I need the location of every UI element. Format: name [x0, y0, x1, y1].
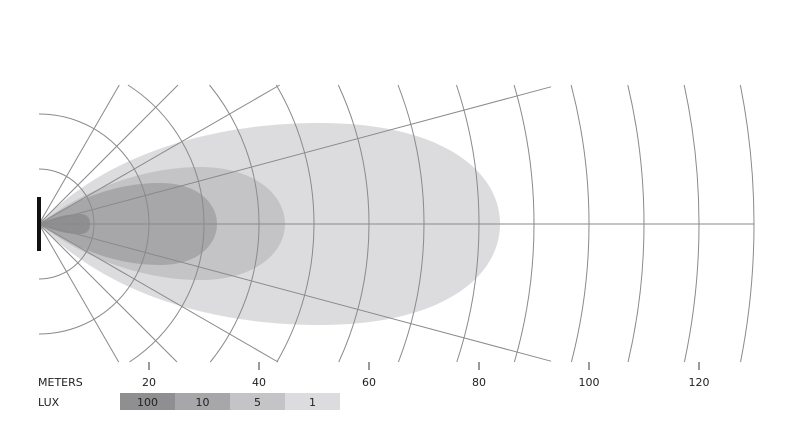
- angle-line: [38, 86, 552, 225]
- light-source-icon: [37, 197, 41, 251]
- angle-line: [38, 223, 279, 363]
- distance-arc: [337, 84, 370, 363]
- distance-arc: [455, 84, 480, 363]
- distance-arc: [209, 84, 260, 363]
- tick-label: 100: [579, 376, 600, 389]
- tick-label: 60: [362, 376, 376, 389]
- distance-arc: [127, 84, 205, 363]
- legend-swatch: [230, 393, 285, 410]
- legend-item-label: 5: [254, 396, 261, 409]
- distance-arc: [683, 84, 700, 363]
- angle-line: [38, 223, 552, 362]
- tick-label: 80: [472, 376, 486, 389]
- distance-arc: [570, 84, 590, 363]
- legend-item-label: 10: [196, 396, 210, 409]
- distance-arc: [627, 84, 645, 363]
- angle-line: [38, 84, 120, 225]
- legend-item-label: 100: [137, 396, 158, 409]
- angle-line: [38, 223, 120, 363]
- tick-label: 20: [142, 376, 156, 389]
- legend-swatch: [175, 393, 230, 410]
- distance-arc: [739, 84, 755, 363]
- legend-swatch: [285, 393, 340, 410]
- legend-swatch: [120, 393, 175, 410]
- tick-label: 120: [689, 376, 710, 389]
- axis-label: METERS: [38, 376, 83, 389]
- tick-label: 40: [252, 376, 266, 389]
- distance-arc: [513, 84, 535, 363]
- angle-line: [38, 84, 281, 225]
- angle-line: [38, 84, 179, 225]
- legend-label: LUX: [38, 396, 60, 409]
- angle-line: [38, 223, 178, 363]
- distance-arc: [397, 84, 425, 363]
- distance-arc: [275, 84, 315, 363]
- legend-item-label: 1: [309, 396, 316, 409]
